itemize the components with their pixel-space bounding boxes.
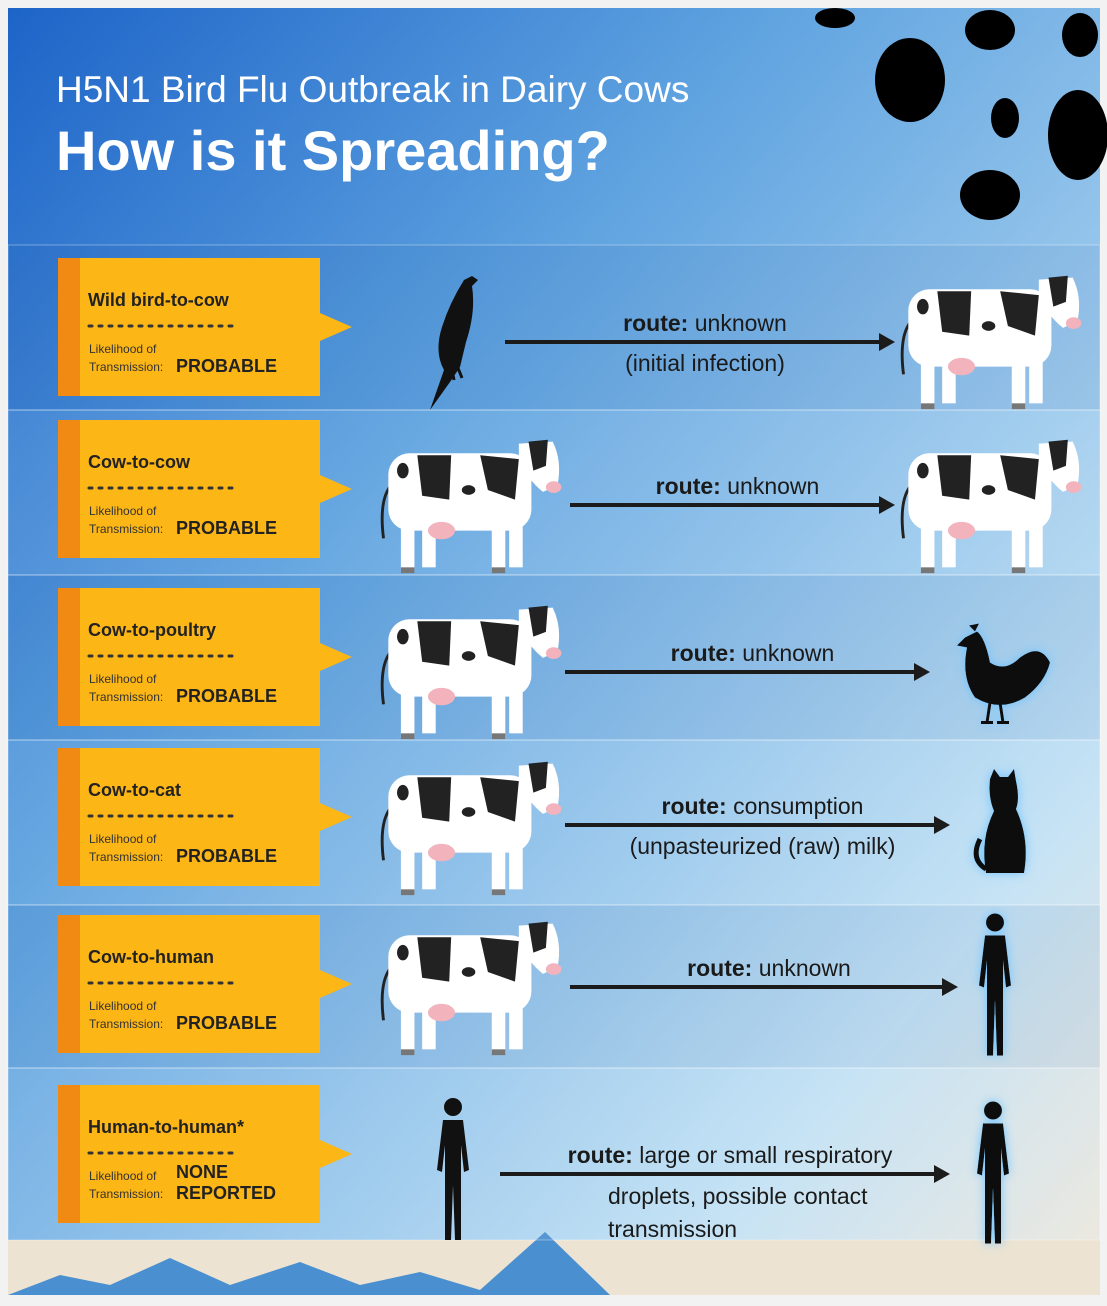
route-value: unknown: [695, 310, 787, 336]
label-box: [58, 1085, 352, 1223]
route-text: route: unknown: [656, 473, 820, 499]
route-label: route:: [568, 1142, 633, 1168]
route-note: (initial infection): [625, 350, 785, 376]
label-box: [58, 420, 352, 558]
row-label: Wild bird-to-cow: [88, 290, 230, 310]
row-label: Cow-to-poultry: [88, 620, 216, 640]
label-box-edge: [58, 420, 80, 558]
likelihood-label: Transmission:: [89, 360, 163, 374]
likelihood-label: Likelihood of: [89, 1169, 157, 1183]
label-box-edge: [58, 748, 80, 886]
arrow-head: [914, 663, 930, 681]
route-note: (unpasteurized (raw) milk): [630, 833, 896, 859]
row-label: Cow-to-human: [88, 947, 214, 967]
row-label: Cow-to-cat: [88, 780, 181, 800]
likelihood-value: NONE: [176, 1162, 228, 1182]
arrow-head: [934, 816, 950, 834]
route-label: route:: [662, 793, 727, 819]
route-text: route: unknown: [671, 640, 835, 666]
arrow-head: [942, 978, 958, 996]
label-box-edge: [58, 1085, 80, 1223]
label-box: [58, 748, 352, 886]
route-text: route: consumption: [662, 793, 864, 819]
label-box-edge: [58, 258, 80, 396]
likelihood-label: Transmission:: [89, 850, 163, 864]
route-text: route: unknown: [623, 310, 787, 336]
route-value: unknown: [759, 955, 851, 981]
likelihood-label: Transmission:: [89, 690, 163, 704]
likelihood-value: PROBABLE: [176, 846, 277, 866]
arrow-head: [934, 1165, 950, 1183]
row-label: Human-to-human*: [88, 1117, 244, 1137]
title: How is it Spreading?: [56, 119, 610, 182]
arrow-head: [879, 333, 895, 351]
route-value: consumption: [733, 793, 863, 819]
cow-spots-decor: [815, 8, 1107, 220]
route-value: large or small respiratory: [639, 1142, 893, 1168]
label-box: [58, 588, 352, 726]
likelihood-label: Likelihood of: [89, 672, 157, 686]
route-value: unknown: [727, 473, 819, 499]
route-label: route:: [623, 310, 688, 336]
likelihood-label: Transmission:: [89, 1017, 163, 1031]
route-text: route: large or small respiratory: [568, 1142, 893, 1168]
likelihood-value: REPORTED: [176, 1183, 276, 1203]
arrow-head: [879, 496, 895, 514]
subtitle: H5N1 Bird Flu Outbreak in Dairy Cows: [56, 69, 689, 110]
likelihood-label: Transmission:: [89, 1187, 163, 1201]
route-value: unknown: [742, 640, 834, 666]
likelihood-value: PROBABLE: [176, 518, 277, 538]
route-note: transmission: [608, 1216, 737, 1242]
likelihood-label: Likelihood of: [89, 999, 157, 1013]
likelihood-label: Likelihood of: [89, 832, 157, 846]
likelihood-value: PROBABLE: [176, 356, 277, 376]
likelihood-value: PROBABLE: [176, 686, 277, 706]
label-box-edge: [58, 588, 80, 726]
label-box: [58, 915, 352, 1053]
route-label: route:: [671, 640, 736, 666]
row-label: Cow-to-cow: [88, 452, 191, 472]
route-label: route:: [656, 473, 721, 499]
mountains: [8, 1232, 610, 1295]
likelihood-label: Transmission:: [89, 522, 163, 536]
likelihood-label: Likelihood of: [89, 504, 157, 518]
label-box: [58, 258, 352, 396]
route-note: droplets, possible contact: [608, 1183, 868, 1209]
label-box-edge: [58, 915, 80, 1053]
route-label: route:: [687, 955, 752, 981]
likelihood-label: Likelihood of: [89, 342, 157, 356]
route-text: route: unknown: [687, 955, 851, 981]
likelihood-value: PROBABLE: [176, 1013, 277, 1033]
